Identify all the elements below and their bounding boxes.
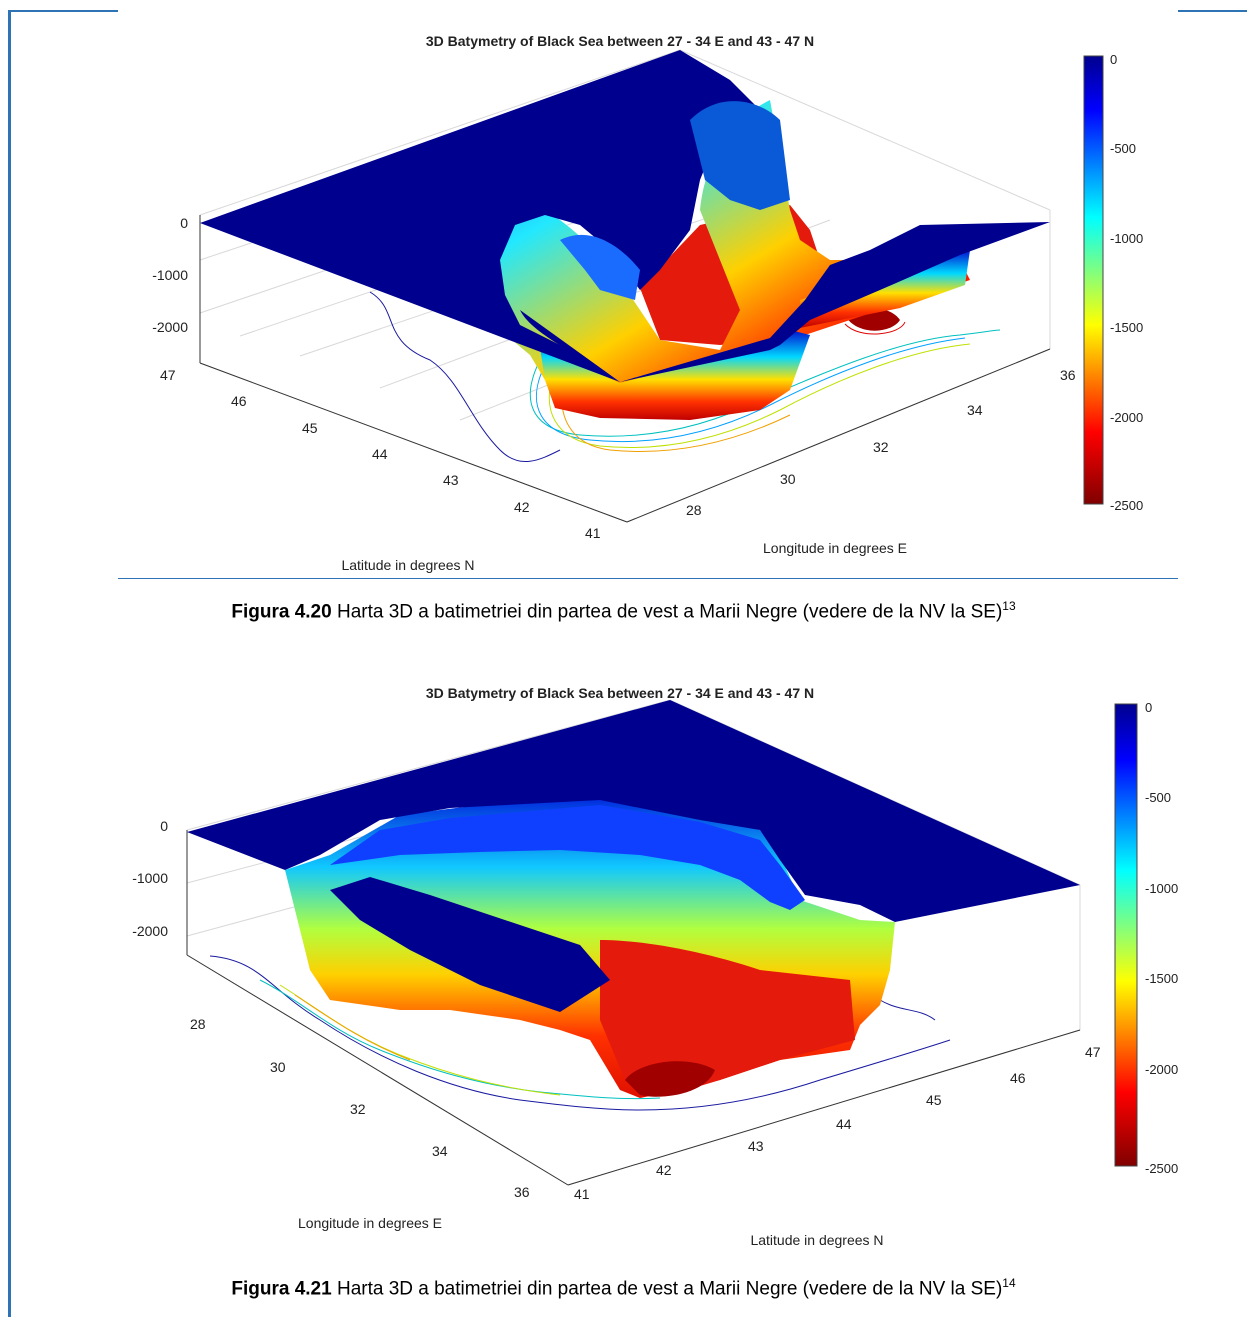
- colorbar-tick: -2000: [1110, 410, 1143, 425]
- frame-top-border-right: [1178, 10, 1247, 12]
- lat-tick: 43: [443, 472, 459, 488]
- lon-tick: 30: [780, 471, 796, 487]
- longitude-ticks: 28 30 32 34 36: [190, 1016, 530, 1200]
- colorbar-tick: -2500: [1145, 1161, 1178, 1176]
- lon-tick: 28: [686, 502, 702, 518]
- latitude-axis-label: Latitude in degrees N: [750, 1232, 883, 1248]
- colorbar-tick: -1500: [1145, 971, 1178, 986]
- colorbar-tick: 0: [1110, 52, 1117, 67]
- colorbar-tick: -2000: [1145, 1062, 1178, 1077]
- colorbar-ticks: 0 -500 -1000 -1500 -2000 -2500: [1145, 700, 1178, 1176]
- z-axis-ticks: 0 -1000 -2000: [152, 215, 188, 335]
- latitude-ticks: 47 46 45 44 43 42 41: [160, 367, 601, 541]
- lat-tick: 46: [231, 393, 247, 409]
- z-tick: -1000: [132, 870, 168, 886]
- lon-tick: 28: [190, 1016, 206, 1032]
- colorbar-tick: -1000: [1145, 881, 1178, 896]
- basin-walls: [430, 100, 970, 418]
- figure-4-21-caption: Figura 4.21 Harta 3D a batimetriei din p…: [0, 1276, 1247, 1300]
- deep-basin: [600, 940, 855, 1096]
- lat-tick: 41: [574, 1186, 590, 1202]
- latitude-ticks: 41 42 43 44 45 46 47: [574, 1044, 1101, 1202]
- lat-tick: 45: [302, 420, 318, 436]
- colorbar-tick: 0: [1145, 700, 1152, 715]
- lon-tick: 34: [432, 1143, 448, 1159]
- lat-tick: 42: [656, 1162, 672, 1178]
- lat-tick: 46: [1010, 1070, 1026, 1086]
- frame-left-border: [8, 10, 11, 1317]
- z-tick: 0: [180, 215, 188, 231]
- longitude-axis-label: Longitude in degrees E: [763, 540, 907, 556]
- lon-tick: 36: [514, 1184, 530, 1200]
- colorbar-tick: -500: [1145, 790, 1171, 805]
- longitude-ticks: 28 30 32 34 36: [686, 367, 1076, 518]
- lat-tick: 47: [1085, 1044, 1101, 1060]
- shelf-surface: [200, 50, 760, 382]
- lon-tick: 34: [967, 402, 983, 418]
- lon-tick: 36: [1060, 367, 1076, 383]
- floor-contours: [369, 291, 1001, 463]
- lat-tick: 42: [514, 499, 530, 515]
- colorbar: [1083, 55, 1104, 505]
- caption-text: Harta 3D a batimetriei din partea de ves…: [331, 601, 1003, 623]
- figure-4-21-chart: 0 -1000 -2000 28 30 32 34 36 41 42 43 44…: [132, 685, 1178, 1248]
- colorbar-tick: -1000: [1110, 231, 1143, 246]
- colorbar-tick: -1500: [1110, 320, 1143, 335]
- colorbar: [1114, 703, 1138, 1167]
- shelf-surface: [187, 700, 1080, 922]
- lon-tick: 32: [873, 439, 889, 455]
- z-tick: -1000: [152, 267, 188, 283]
- lat-tick: 45: [926, 1092, 942, 1108]
- lat-tick: 44: [836, 1116, 852, 1132]
- lon-tick: 32: [350, 1101, 366, 1117]
- colorbar-tick: -2500: [1110, 498, 1143, 513]
- frame-top-border-left: [8, 10, 118, 12]
- figure-4-20-chart: 0 -1000 -2000 47 46 45 44 43 42 41 28 30…: [152, 33, 1143, 573]
- caption-label: Figura 4.20: [231, 601, 332, 623]
- chart-title: 3D Batymetry of Black Sea between 27 - 3…: [426, 33, 814, 49]
- colorbar-ticks: 0 -500 -1000 -1500 -2000 -2500: [1110, 52, 1143, 513]
- lat-tick: 43: [748, 1138, 764, 1154]
- caption-footnote: 13: [1002, 599, 1016, 613]
- z-tick: -2000: [132, 923, 168, 939]
- z-axis-ticks: 0 -1000 -2000: [132, 818, 168, 939]
- lat-tick: 47: [160, 367, 176, 383]
- figure-4-20-caption: Figura 4.20 Harta 3D a batimetriei din p…: [0, 599, 1247, 623]
- chart-title: 3D Batymetry of Black Sea between 27 - 3…: [426, 685, 814, 701]
- lat-tick: 41: [585, 525, 601, 541]
- lon-tick: 30: [270, 1059, 286, 1075]
- colorbar-tick: -500: [1110, 141, 1136, 156]
- caption-text: Harta 3D a batimetriei din partea de ves…: [331, 1278, 1003, 1300]
- latitude-axis-label: Latitude in degrees N: [341, 557, 474, 573]
- caption-footnote: 14: [1002, 1276, 1016, 1290]
- z-tick: -2000: [152, 319, 188, 335]
- floor-contours: [209, 955, 951, 1111]
- figure-separator-line: [118, 578, 1178, 579]
- lat-tick: 44: [372, 446, 388, 462]
- caption-label: Figura 4.21: [231, 1278, 332, 1300]
- z-tick: 0: [160, 818, 168, 834]
- longitude-axis-label: Longitude in degrees E: [298, 1215, 442, 1231]
